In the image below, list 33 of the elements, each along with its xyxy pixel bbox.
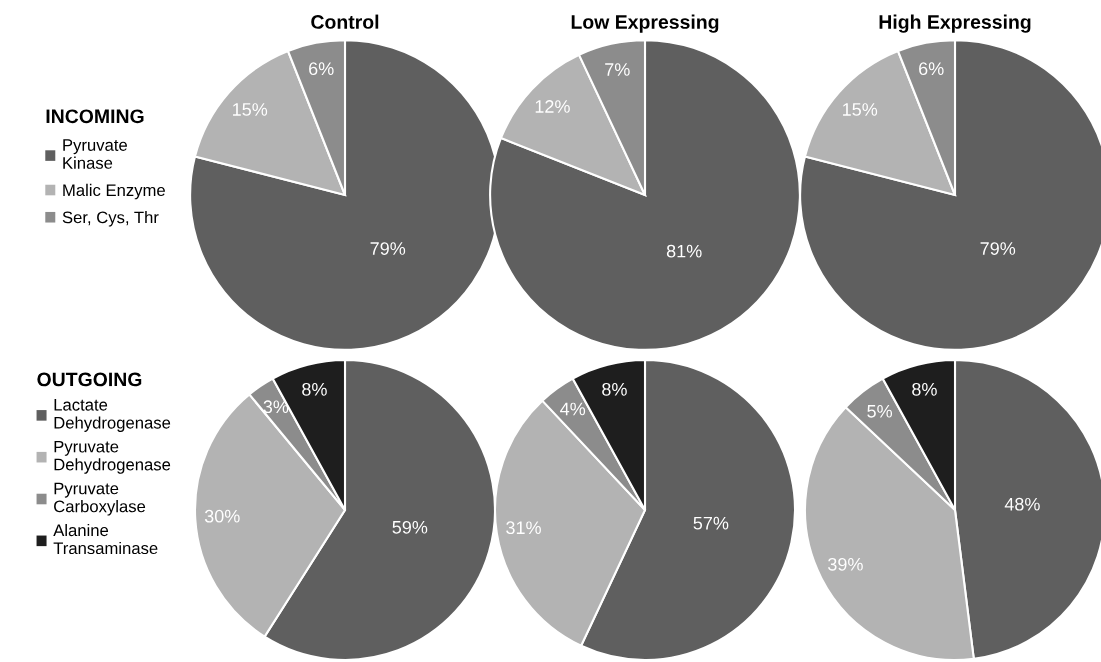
data-label: 3% xyxy=(263,400,289,414)
data-label: 8% xyxy=(302,382,327,396)
legend-label: Malic Enzyme xyxy=(63,183,165,200)
legend-label: Pyruvate Dehydrogenase xyxy=(54,440,171,474)
chart-title: High Expressing xyxy=(879,14,1031,33)
data-label: 7% xyxy=(605,63,630,76)
data-label: 79% xyxy=(980,242,1016,255)
legend-label: Lactate Dehydrogenase xyxy=(54,399,171,432)
data-label: 59% xyxy=(392,520,428,534)
data-label: 15% xyxy=(843,103,878,116)
data-label: 31% xyxy=(506,521,541,535)
data-label: 6% xyxy=(919,62,944,76)
data-label: 79% xyxy=(370,242,406,255)
data-label: 39% xyxy=(828,557,863,571)
data-label: 8% xyxy=(912,382,937,396)
data-label: 5% xyxy=(867,404,893,418)
legend-label: Ser, Cys, Thr xyxy=(62,211,159,227)
legend-label: Pyruvate Kinase xyxy=(63,139,127,169)
legend-label: Pyruvate Carboxylase xyxy=(54,482,146,516)
data-label: 4% xyxy=(560,402,586,416)
data-label: 81% xyxy=(666,244,702,258)
data-label: 48% xyxy=(1004,497,1040,511)
legend-title: OUTGOING xyxy=(37,372,142,387)
data-label: 6% xyxy=(309,62,334,76)
data-label: 12% xyxy=(535,100,570,113)
legend-label: Alanine Transaminase xyxy=(53,523,158,555)
chart-title: Low Expressing xyxy=(571,14,719,33)
chart-title: Control xyxy=(311,14,379,29)
data-label: 30% xyxy=(204,509,240,523)
data-label: 15% xyxy=(233,103,268,116)
data-label: 8% xyxy=(602,382,627,396)
data-label: 57% xyxy=(693,516,729,530)
legend-title: INCOMING xyxy=(46,109,144,124)
